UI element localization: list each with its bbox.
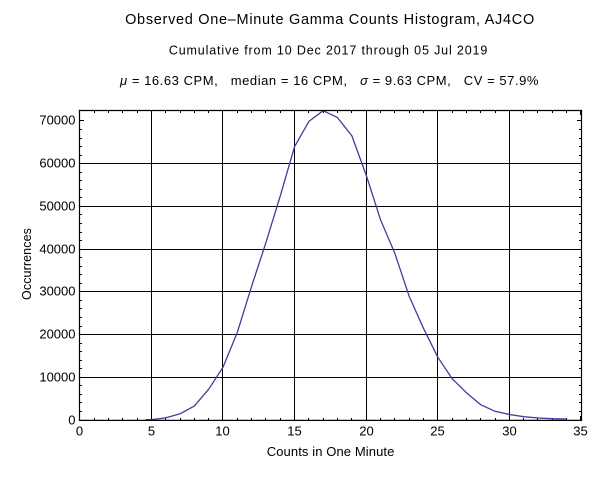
svg-text:20: 20 (359, 424, 373, 439)
svg-text:μ = 16.63 CPM, median = 16 C: μ = 16.63 CPM, median = 16 CPM, σ = 9.63… (119, 73, 539, 88)
svg-text:35: 35 (573, 424, 587, 439)
svg-text:Cumulative from 10 Dec 2017 th: Cumulative from 10 Dec 2017 through 05 J… (169, 43, 488, 57)
svg-text:Occurrences: Occurrences (20, 228, 34, 300)
svg-text:Observed One–Minute Gamma Coun: Observed One–Minute Gamma Counts Histogr… (125, 12, 535, 28)
svg-text:0: 0 (76, 424, 83, 439)
svg-text:10: 10 (215, 424, 229, 439)
svg-text:10000: 10000 (39, 370, 75, 385)
svg-text:50000: 50000 (39, 199, 75, 214)
svg-text:15: 15 (287, 424, 301, 439)
svg-text:40000: 40000 (39, 242, 75, 257)
svg-text:Counts in One Minute: Counts in One Minute (267, 444, 395, 459)
svg-text:20000: 20000 (39, 327, 75, 342)
svg-text:5: 5 (148, 424, 155, 439)
svg-text:30000: 30000 (39, 284, 75, 299)
svg-text:60000: 60000 (39, 156, 75, 171)
svg-text:70000: 70000 (39, 113, 75, 128)
svg-text:0: 0 (68, 413, 75, 428)
svg-text:30: 30 (502, 424, 516, 439)
svg-text:25: 25 (430, 424, 444, 439)
